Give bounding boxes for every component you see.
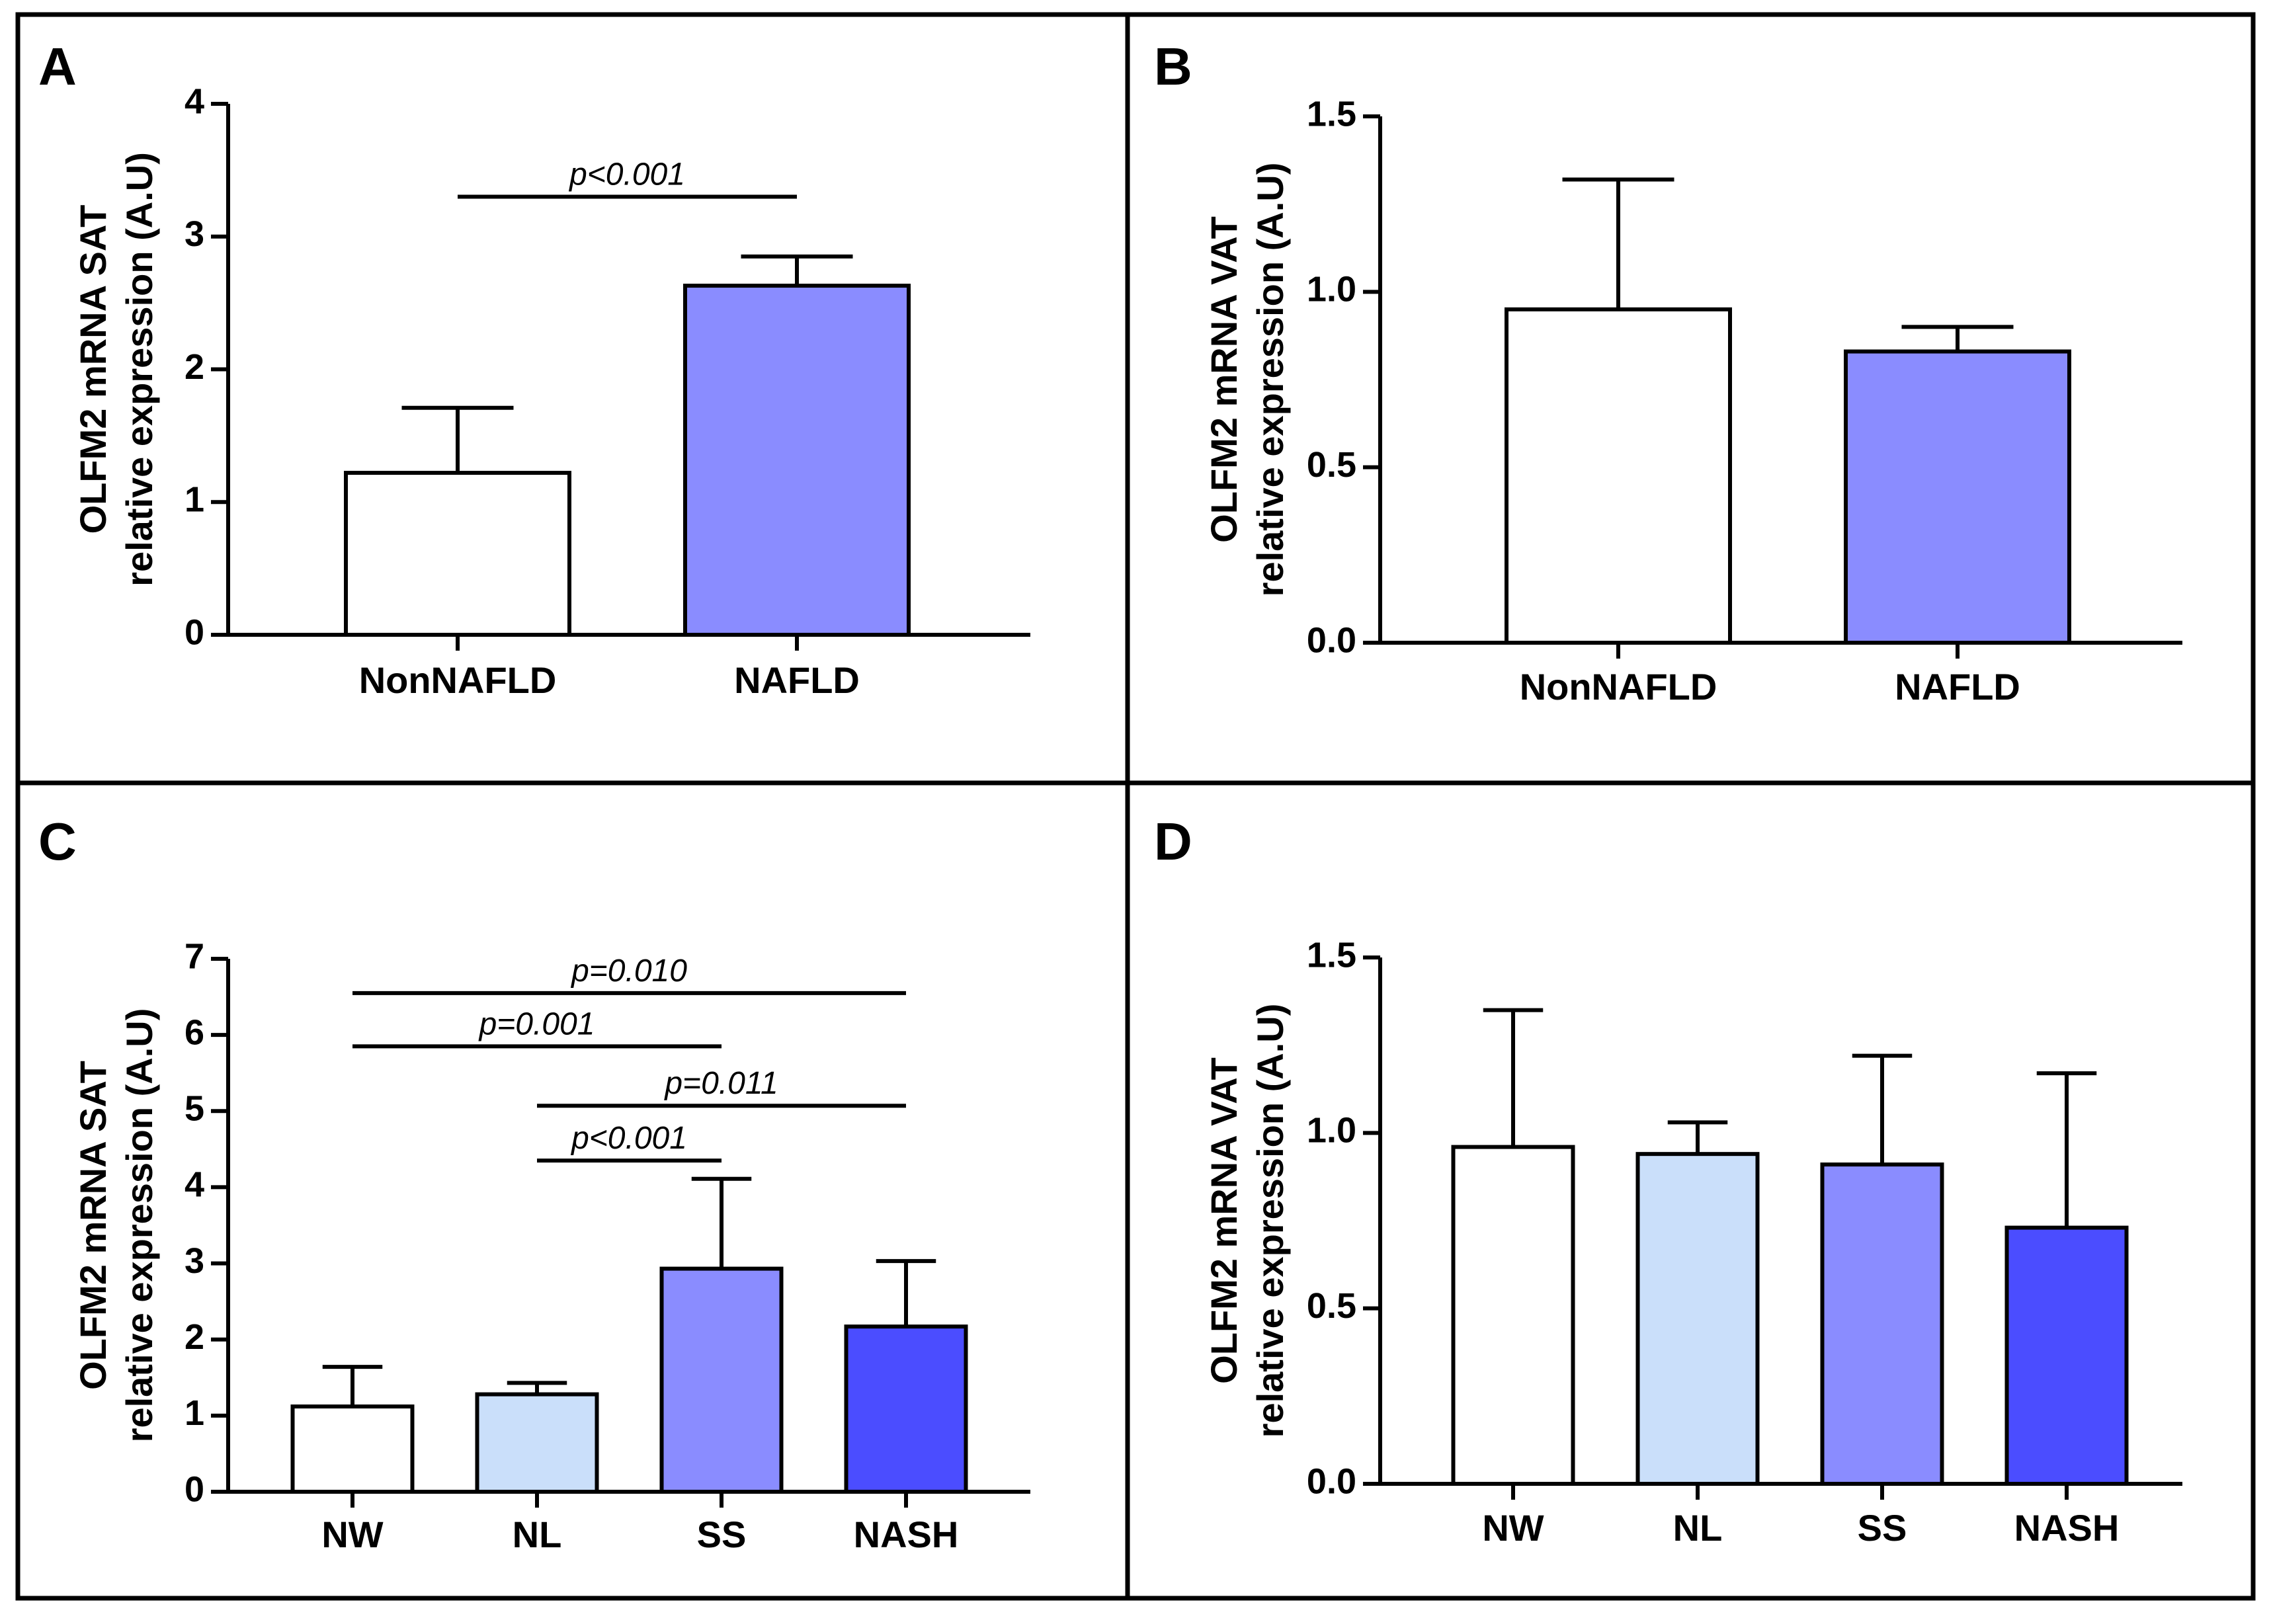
chart-panel-c: 0 1 2 3 4 5 6 7 NW NL SS NASH OLFM2 mRNA SAT relative… [72,936,1030,1555]
y-tick-label-d: 1.0 [1307,1111,1356,1151]
y-axis-title-d-line2: relative expression (A.U) [1249,1004,1291,1438]
chart-panel-b: 0.0 0.5 1.0 1.5 NonNAFLD NAFLD OLFM2 mRNA VAT r… [1203,94,2182,708]
bar-d-nl [1635,1152,1760,1486]
y-tick-label-c: 4 [185,1165,204,1205]
y-tick-label-c: 0 [185,1469,204,1509]
y-tick-label-b: 1.5 [1307,94,1356,134]
x-tick-label-b-nonnafld: NonNAFLD [1520,666,1717,708]
y-tick-label-c: 6 [185,1012,204,1052]
y-tick-label-b: 1.0 [1307,270,1356,309]
y-tick-label-b: 0.5 [1307,445,1356,485]
bar-d-ss [1820,1162,1944,1486]
panel-letter-b: B [1154,37,1192,96]
y-axis-title-d-line1: OLFM2 mRNA VAT [1203,1057,1245,1384]
x-tick-label-b-nafld: NAFLD [1895,666,2020,708]
x-tick-label-c-nash: NASH [854,1514,959,1555]
chart-panel-a: 0 1 2 3 4 NonNAFLD NAFLD OLFM2 mRNA SAT relative… [72,81,1030,701]
x-tick-label-d-ss: SS [1858,1507,1907,1549]
panel-letter-d: D [1154,812,1192,871]
significance-label-c: p<0.001 [570,1121,687,1156]
x-tick-label-c-nw: NW [321,1514,383,1555]
y-tick-label-c: 5 [185,1089,204,1129]
y-tick-label-a: 0 [185,612,204,652]
significance-label-a: p<0.001 [568,157,685,192]
panel-letter-c: C [38,812,77,871]
panel-letter-a: A [38,37,77,96]
y-tick-label-a: 4 [185,81,204,121]
figure-outer-border [15,12,2256,1601]
x-tick-label-a-nonnafld: NonNAFLD [359,659,557,701]
y-tick-label-b: 0.0 [1307,620,1356,660]
bar-a-nafld [683,284,911,637]
bar-c-nl [475,1392,599,1494]
chart-panel-d: 0.0 0.5 1.0 1.5 NW NL SS NASH OLFM2 mRNA VAT rela… [1203,935,2182,1549]
bar-b-nafld [1844,349,2071,645]
y-tick-label-c: 3 [185,1241,204,1281]
x-tick-label-c-ss: SS [697,1514,747,1555]
y-tick-label-c: 7 [185,936,204,976]
x-tick-label-a-nafld: NAFLD [734,659,860,701]
y-axis-title-c-line2: relative expression (A.U) [118,1008,160,1443]
y-axis-title-a-line1: OLFM2 mRNA SAT [72,205,114,534]
y-axis-title-c-line1: OLFM2 mRNA SAT [72,1061,114,1390]
y-tick-label-d: 0.0 [1307,1461,1356,1501]
y-tick-label-c: 2 [185,1317,204,1357]
x-tick-label-d-nl: NL [1673,1507,1723,1549]
bar-d-nw [1451,1145,1575,1486]
y-tick-label-a: 3 [185,214,204,254]
x-tick-label-c-nl: NL [513,1514,562,1555]
bar-c-nw [290,1404,415,1494]
bar-c-ss [659,1266,784,1494]
y-tick-label-a: 2 [185,347,204,387]
bar-d-nash [2004,1225,2129,1486]
significance-label-c: p=0.011 [663,1066,778,1101]
bar-c-nash [844,1324,968,1494]
x-tick-label-d-nw: NW [1482,1507,1544,1549]
y-tick-label-a: 1 [185,480,204,520]
y-tick-label-c: 1 [185,1393,204,1433]
y-axis-title-b-line1: OLFM2 mRNA VAT [1203,216,1245,543]
y-axis-title-a-line2: relative expression (A.U) [118,152,160,587]
significance-label-c: p=0.001 [478,1006,595,1041]
y-tick-label-d: 1.5 [1307,935,1356,975]
significance-label-c: p=0.010 [570,954,687,989]
bar-a-nonnafld [344,471,571,637]
x-tick-label-d-nash: NASH [2014,1507,2120,1549]
bar-b-nonnafld [1505,307,1732,645]
y-axis-title-b-line2: relative expression (A.U) [1249,163,1291,597]
y-tick-label-d: 0.5 [1307,1286,1356,1326]
